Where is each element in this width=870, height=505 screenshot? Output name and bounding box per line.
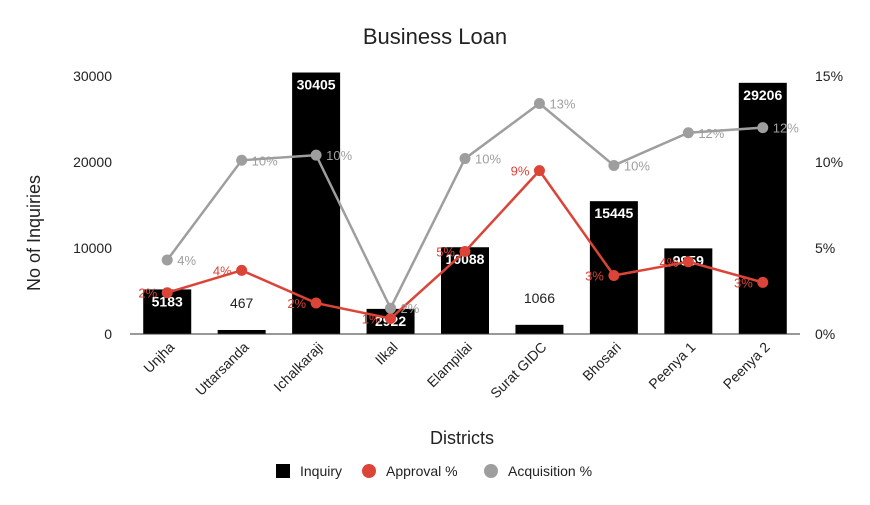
series-point [682,127,694,139]
series-data-label: 10% [252,153,278,168]
legend-swatch [362,464,376,478]
legend-label: Approval % [386,463,458,479]
series-point [236,154,248,166]
legend-swatch [276,464,290,478]
x-tick-label: Uttarsanda [192,339,252,399]
series-point [533,165,545,177]
series-data-label: 4% [177,253,196,268]
series-data-label: 2% [401,301,420,316]
series-point [608,270,620,282]
series-point [385,313,397,325]
y-tick-label: 10000 [73,240,112,256]
axis-ticks: 0 10000 20000 30000 0% 5% 10% 15% Unjha Uttarsand… [73,68,843,401]
series-point [608,159,620,171]
y-tick-label: 0 [104,326,112,342]
x-tick-label: Ilkal [372,339,401,368]
x-tick-label: Elampilai [424,339,475,390]
series-data-label: 12% [773,121,799,136]
bar [589,201,638,334]
series-point [757,122,769,134]
x-tick-label: Peenya 2 [720,339,773,392]
bar-data-label: 29206 [743,87,782,103]
series-data-label: 9% [511,164,530,179]
series-point [682,256,694,268]
series-point [161,287,173,299]
series-point [236,264,248,276]
x-tick-label: Unjha [140,339,177,376]
series-data-label: 5% [436,244,455,259]
series-data-label: 10% [624,158,650,173]
series-data-label: 13% [549,97,575,112]
bar-data-label: 10088 [446,251,485,267]
y-tick-label: 20000 [73,154,112,170]
series-point [310,297,322,309]
y-axis-title: No of Inquiries [24,175,44,291]
bar-series: 518346730405292210088106615445995929206 [143,72,787,334]
y2-tick-label: 15% [815,68,843,84]
series-data-label: 4% [660,255,679,270]
series-data-label: 10% [326,148,352,163]
bar [515,324,564,334]
series-data-label: 12% [698,126,724,141]
series-data-label: 2% [138,286,157,301]
series-data-label: 3% [734,275,753,290]
bar-data-label: 30405 [297,77,336,93]
y2-tick-label: 10% [815,154,843,170]
series-data-label: 3% [585,269,604,284]
series-point [161,254,173,266]
series-point [459,153,471,165]
series-data-label: 4% [213,263,232,278]
legend: Inquiry Approval % Acquisition % [276,463,592,479]
bar [217,329,266,334]
series-point [310,149,322,161]
bar-data-label: 15445 [594,205,633,221]
y2-tick-label: 0% [815,326,835,342]
bar-data-label: 467 [230,295,254,311]
bar [292,72,341,334]
bar-data-label: 5183 [152,293,183,309]
y-tick-label: 30000 [73,68,112,84]
x-tick-label: Bhosari [579,339,624,384]
series-data-label: 2% [287,296,306,311]
y2-tick-label: 5% [815,240,835,256]
series-point [757,276,769,288]
series-point [459,245,471,257]
series-point [533,98,545,110]
bar-data-label: 1066 [524,290,555,306]
legend-swatch [484,464,498,478]
series-data-label: 10% [475,152,501,167]
legend-label: Inquiry [300,463,342,479]
series-data-label: 1% [362,312,381,327]
chart-title: Business Loan [363,24,507,49]
line-series: 2% 4% 2% 1% 5% 9% 3% 4% 3% 4% 10% 10% 2% 10% 13% 10% 12%… [138,97,799,327]
legend-label: Acquisition % [508,463,592,479]
x-tick-label: Ichalkaraji [270,339,326,395]
x-tick-label: Peenya 1 [645,339,698,392]
x-tick-label: Surat GIDC [487,339,549,401]
x-axis-title: Districts [430,428,494,448]
bar [441,247,489,334]
series-point [385,302,397,314]
